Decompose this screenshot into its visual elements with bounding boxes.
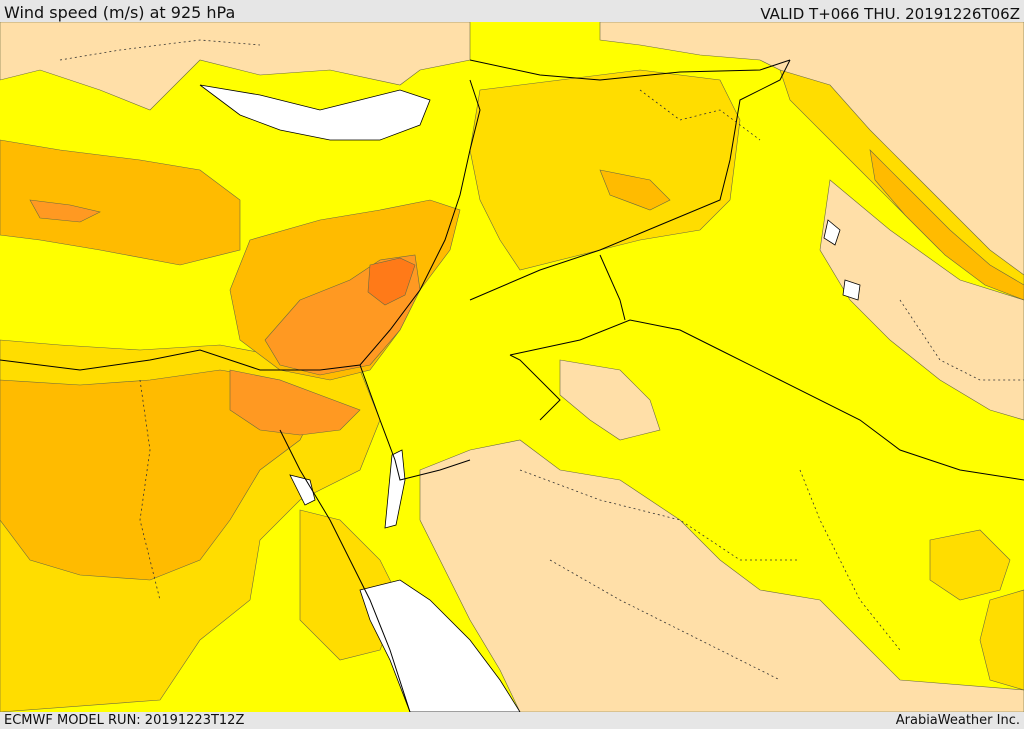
fresh-area-egypt [0,369,321,581]
map-footer: ECMWF MODEL RUN: 20191223T12Z ArabiaWeat… [0,712,1024,729]
dotted-line-4 [639,89,761,141]
turkey-highland-blank [199,84,431,141]
moderate-area-se [979,589,1024,691]
calm-area-central [559,359,661,441]
political-borders [0,59,1024,712]
dotted-line-1 [139,379,161,601]
map-header: Wind speed (m/s) at 925 hPa VALID T+066 … [0,0,1024,23]
border-line-5 [599,254,626,321]
dotted-line-3 [549,559,781,681]
gulf-of-aqaba-blank [384,449,406,529]
no-data-areas [199,84,861,712]
very-strong-core [367,257,416,306]
dotted-line-5 [899,299,1024,381]
border-line-1 [0,79,481,371]
border-line-4 [509,319,1024,481]
calm-area-arabia [419,439,1024,712]
fresh-area-med [0,139,241,266]
gulf-of-suez-blank [289,474,316,506]
calm-area-east-plateau [819,179,1024,421]
very-strong-wind-areas [367,257,416,306]
border-line-7 [279,429,411,712]
moderate-area-east-patch [929,529,1011,601]
map-title: Wind speed (m/s) at 925 hPa [4,3,236,22]
persian-gulf-blank [823,219,841,246]
border-line-8 [469,59,791,81]
border-line-6 [509,354,561,421]
fresh-area-syria [599,169,671,211]
dotted-line-2 [519,469,800,561]
dotted-line-7 [799,469,901,651]
dotted-line-6 [59,39,261,61]
fresh-area-zagros-band [869,149,1024,301]
strong-area-med-small [29,199,101,223]
model-run-label: ECMWF MODEL RUN: 20191223T12Z [4,713,245,728]
valid-time: VALID T+066 THU. 20191226T06Z [760,5,1020,23]
provincial-boundaries [59,39,1024,681]
calm-wind-areas [0,22,1024,712]
border-line-2 [359,364,471,481]
map-canvas [0,22,1024,712]
credit-label: ArabiaWeather Inc. [895,713,1020,728]
red-sea-blank [359,579,521,712]
wind-speed-map[interactable] [0,22,1024,712]
border-line-3 [469,59,791,301]
lake-blank [842,279,861,301]
strong-area-delta [229,369,361,436]
